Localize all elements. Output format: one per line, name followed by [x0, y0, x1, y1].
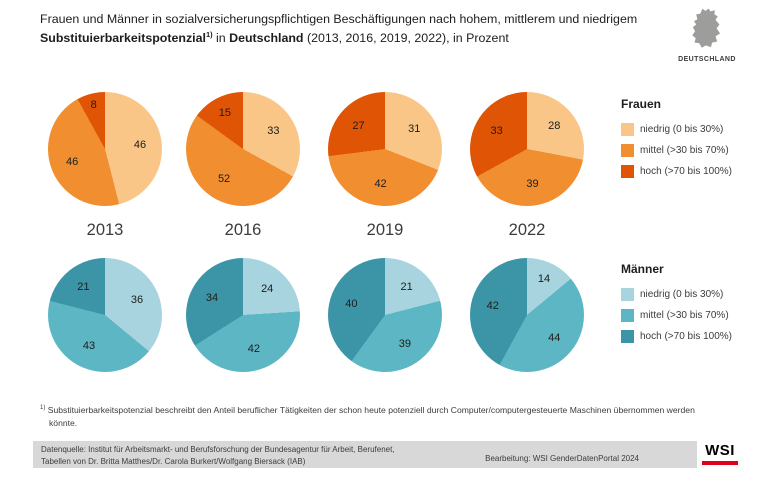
year-label-2019: 2019 [366, 221, 404, 239]
pie-maenner-2016: 24 42 34 [186, 258, 300, 372]
legend-title: Frauen [621, 97, 662, 111]
pie-frauen-2013: 46 46 8 [48, 92, 162, 206]
source-line-1: Datenquelle: Institut für Arbeitsmarkt- … [41, 445, 395, 454]
legend-swatch [621, 123, 634, 136]
pie-value-label: 33 [490, 125, 503, 137]
legend-item: mittel (>30 bis 70%) [621, 144, 763, 157]
pie-value-label: 34 [205, 291, 219, 304]
pie-maenner-2013: 36 43 21 [48, 258, 162, 372]
pie-value-label: 39 [398, 338, 411, 351]
footnote-marker-sup: 1) [205, 30, 213, 40]
year-label-2022: 2022 [508, 221, 546, 239]
legend-item: hoch (>70 bis 100%) [621, 165, 763, 178]
legend-label: niedrig (0 bis 30%) [640, 124, 724, 135]
legend-swatch [621, 309, 634, 322]
pie-value-label: 24 [261, 283, 274, 296]
legend-swatch [621, 288, 634, 301]
footnote-text: Substituierbarkeitspotenzial beschreibt … [47, 405, 695, 429]
pie-maenner-2022: 14 44 42 [470, 258, 584, 372]
legend-item: niedrig (0 bis 30%) [621, 123, 763, 136]
legend-swatch [621, 330, 634, 343]
legend-label: hoch (>70 bis 100%) [640, 331, 733, 342]
legend-title: Männer [621, 262, 664, 276]
legend-label: mittel (>30 bis 70%) [640, 310, 729, 321]
pie-value-label: 27 [352, 119, 365, 132]
source-bar: Datenquelle: Institut für Arbeitsmarkt- … [33, 441, 697, 468]
pie-value-label: 42 [374, 178, 387, 191]
pie-value-label: 42 [247, 342, 261, 355]
source-line-2: Tabellen von Dr. Britta Matthes/Dr. Caro… [41, 456, 306, 466]
pie-value-label: 42 [486, 300, 499, 313]
pie-value-label: 52 [217, 172, 231, 185]
pie-value-label: 28 [548, 120, 561, 133]
source-lines: Datenquelle: Institut für Arbeitsmarkt- … [41, 444, 395, 467]
pie-value-label: 40 [345, 298, 358, 311]
pie-value-label: 15 [218, 107, 231, 120]
legend-label: mittel (>30 bis 70%) [640, 145, 729, 156]
footnote-marker: 1) [40, 405, 46, 412]
year-label-2016: 2016 [224, 221, 262, 239]
legend-item: hoch (>70 bis 100%) [621, 330, 763, 343]
chart-title: Frauen und Männer in sozialversicherungs… [40, 10, 648, 48]
legend-items: niedrig (0 bis 30%) mittel (>30 bis 70%) h… [621, 288, 763, 343]
pie-value-label: 46 [133, 138, 147, 151]
wsi-logo: WSI [702, 442, 738, 465]
title-segment: Frauen und Männer in sozialversicherungs… [40, 12, 638, 26]
legend-item: mittel (>30 bis 70%) [621, 309, 763, 322]
pie-frauen-2016: 33 52 15 [186, 92, 300, 206]
wsi-logo-red-bar [702, 460, 738, 465]
year-label-2013: 2013 [86, 221, 124, 239]
legend-swatch [621, 144, 634, 157]
pie-value-label: 36 [130, 293, 144, 306]
pie-value-label: 44 [548, 331, 561, 344]
pie-frauen-2022: 28 39 33 [470, 92, 584, 206]
pie-value-label: 43 [82, 340, 96, 353]
legend-maenner: Männer niedrig (0 bis 30%) mittel (>30 bi… [621, 262, 763, 351]
legend-swatch [621, 165, 634, 178]
legend-frauen: Frauen niedrig (0 bis 30%) mittel (>30 bi… [621, 97, 763, 186]
pie-value-label: 33 [267, 125, 280, 137]
germany-map-icon [692, 8, 721, 48]
pie-value-label: 14 [537, 272, 551, 285]
pie-value-label: 39 [526, 177, 539, 190]
pie-value-label: 21 [400, 281, 413, 294]
legend-item: niedrig (0 bis 30%) [621, 288, 763, 301]
pie-value-label: 31 [408, 123, 421, 136]
credit-line: Bearbeitung: WSI GenderDatenPortal 2024 [485, 454, 639, 463]
title-keyword: Substituierbarkeitspotenzial [40, 31, 206, 46]
pie-value-label: 46 [66, 156, 79, 168]
pie-value-label: 21 [77, 281, 90, 294]
country-label: DEUTSCHLAND [678, 56, 736, 63]
legend-label: niedrig (0 bis 30%) [640, 289, 724, 300]
pie-frauen-2019: 31 42 27 [328, 92, 442, 206]
title-keyword: Deutschland [229, 31, 304, 46]
pie-maenner-2019: 21 39 40 [328, 258, 442, 372]
germany-map-block: DEUTSCHLAND [678, 6, 736, 63]
title-segment: in [212, 31, 230, 46]
legend-items: niedrig (0 bis 30%) mittel (>30 bis 70%) h… [621, 123, 763, 178]
pie-value-label: 8 [90, 98, 97, 111]
wsi-logo-text: WSI [705, 442, 735, 459]
title-segment: (2013, 2016, 2019, 2022), in Prozent [303, 31, 509, 46]
footnote: 1) Substituierbarkeitspotenzial beschrei… [40, 404, 704, 431]
legend-label: hoch (>70 bis 100%) [640, 166, 733, 177]
